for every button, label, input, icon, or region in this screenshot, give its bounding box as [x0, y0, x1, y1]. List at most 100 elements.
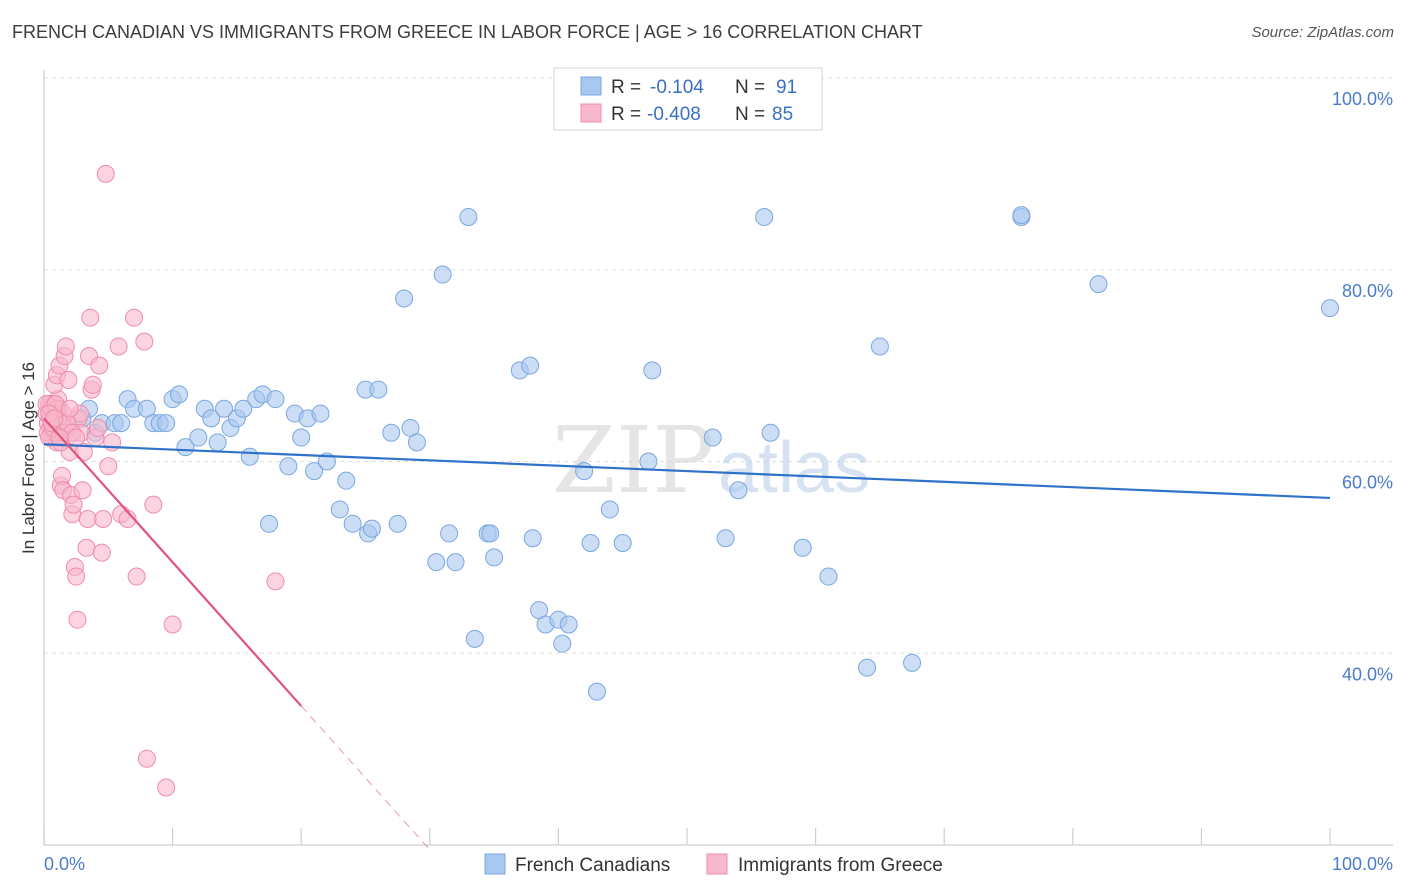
point-s0-33 [292, 428, 311, 447]
gridlines [44, 77, 1393, 654]
y-tick-labels: 100.0% 80.0% 60.0% 40.0% [1332, 89, 1393, 684]
point-s0-74 [703, 428, 722, 447]
point-s0-14 [157, 414, 176, 433]
point-s1-63 [157, 778, 176, 797]
point-s0-50 [427, 553, 446, 572]
point-s0-49 [407, 433, 426, 452]
legend-n-label-1: N = [735, 104, 765, 125]
point-s0-36 [311, 404, 330, 423]
point-s1-34 [68, 610, 87, 629]
point-s1-60 [137, 749, 156, 768]
legend-n-label-0: N = [735, 77, 765, 98]
y-tick-label-1: 80.0% [1342, 281, 1393, 301]
trend-lines [43, 417, 1331, 851]
point-s1-83 [45, 409, 64, 428]
point-s0-69 [587, 682, 606, 701]
point-s0-45 [382, 423, 401, 442]
point-s0-31 [279, 457, 298, 476]
point-s1-57 [125, 308, 144, 327]
point-s1-43 [81, 308, 100, 327]
series-legend-label-1: Immigrants from Greece [738, 855, 943, 876]
point-s0-29 [260, 514, 279, 533]
point-s0-71 [613, 533, 632, 552]
point-s1-50 [94, 510, 113, 529]
legend-n-value-1: 85 [772, 104, 793, 125]
point-s0-47 [395, 289, 414, 308]
correlation-legend: R = -0.104 N = 91 R = -0.408 N = 85 [553, 67, 823, 131]
legend-n-value-0: 91 [776, 77, 797, 98]
point-s0-70 [600, 500, 619, 519]
point-s0-16 [170, 385, 189, 404]
point-s1-59 [135, 332, 154, 351]
point-s0-55 [465, 629, 484, 648]
point-s1-61 [144, 495, 163, 514]
point-s1-58 [127, 567, 146, 586]
point-s0-57 [481, 524, 500, 543]
point-s0-87 [1321, 299, 1339, 318]
point-s1-51 [96, 164, 115, 183]
point-s0-83 [903, 653, 922, 672]
point-s0-58 [485, 548, 504, 567]
point-s0-25 [234, 399, 253, 418]
point-s0-80 [819, 567, 838, 586]
point-s0-75 [716, 529, 735, 548]
point-s0-60 [521, 356, 540, 375]
point-s0-67 [575, 462, 594, 481]
x-tick-label-right: 100.0% [1332, 854, 1393, 874]
point-s0-86 [1089, 275, 1108, 294]
y-axis-label: In Labor Force | Age > 16 [19, 362, 38, 554]
y-tick-label-0: 100.0% [1332, 89, 1393, 109]
point-s0-18 [189, 428, 208, 447]
series-legend: French Canadians Immigrants from Greece [484, 853, 943, 876]
watermark-zip: ZIP [552, 407, 714, 514]
point-s0-35 [305, 462, 324, 481]
point-s1-33 [67, 567, 86, 586]
point-s1-49 [92, 543, 111, 562]
point-s0-85 [1012, 206, 1031, 225]
point-s1-54 [109, 337, 128, 356]
point-s1-47 [89, 418, 108, 437]
trend-line-dashed-s1 [300, 705, 431, 851]
legend-r-value-1: -0.408 [647, 104, 701, 125]
series-legend-swatch-pink [706, 853, 728, 875]
point-s0-52 [440, 524, 459, 543]
point-s0-82 [870, 337, 889, 356]
point-s1-79 [60, 399, 79, 418]
point-s0-81 [858, 658, 877, 677]
legend-r-value-0: -0.104 [650, 77, 704, 98]
series-immigrants-greece-points [37, 164, 285, 797]
y-tick-label-2: 60.0% [1342, 473, 1393, 493]
point-s0-68 [581, 533, 600, 552]
point-s0-66 [559, 615, 578, 634]
point-s0-30 [266, 390, 285, 409]
point-s0-21 [208, 433, 227, 452]
point-s0-46 [388, 514, 407, 533]
point-s0-39 [337, 471, 356, 490]
point-s1-25 [56, 337, 75, 356]
point-s0-20 [202, 409, 221, 428]
legend-swatch-pink [580, 103, 602, 123]
point-s1-64 [266, 572, 285, 591]
axes [43, 70, 1393, 846]
chart-title: FRENCH CANADIAN VS IMMIGRANTS FROM GREEC… [12, 22, 923, 42]
point-s1-27 [59, 371, 78, 390]
point-s0-78 [761, 423, 780, 442]
point-s0-22 [215, 399, 234, 418]
point-s0-76 [729, 481, 748, 500]
point-s1-48 [90, 356, 109, 375]
point-s0-73 [643, 361, 662, 380]
x-tick-label-left: 0.0% [44, 854, 85, 874]
point-s0-79 [793, 538, 812, 557]
point-s0-8 [112, 414, 131, 433]
x-ticks [43, 828, 1331, 845]
point-s0-43 [362, 519, 381, 538]
point-s1-62 [163, 615, 182, 634]
point-s0-44 [369, 380, 388, 399]
point-s1-38 [73, 481, 92, 500]
point-s0-72 [639, 452, 658, 471]
point-s1-45 [83, 375, 102, 394]
point-s0-54 [459, 208, 478, 227]
trend-line-s1 [43, 417, 303, 707]
point-s1-31 [64, 495, 83, 514]
